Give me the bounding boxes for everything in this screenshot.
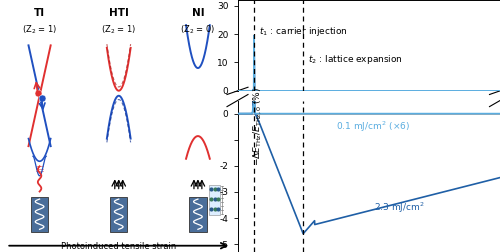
Text: 2.3 mJ/cm$^2$: 2.3 mJ/cm$^2$	[374, 200, 424, 215]
Bar	[189, 197, 206, 232]
Text: Photoinduced tensile strain: Photoinduced tensile strain	[61, 242, 176, 251]
Bar	[110, 197, 128, 232]
Text: (Z$_2$ = 0): (Z$_2$ = 0)	[180, 24, 216, 37]
Text: $t_1$ : carrier injection: $t_1$ : carrier injection	[259, 25, 348, 38]
Bar	[31, 197, 48, 232]
Text: $-\Delta E_{\mathrm{THz}}/E_{\mathrm{THz,0}}$ (%): $-\Delta E_{\mathrm{THz}}/E_{\mathrm{THz…	[252, 86, 264, 166]
Text: NI: NI	[192, 8, 204, 18]
Text: $t_2$ : lattice expansion: $t_2$ : lattice expansion	[308, 53, 403, 66]
Bar	[210, 185, 220, 215]
Text: TI: TI	[34, 8, 45, 18]
Text: 0.1 mJ/cm$^2$ ($\times$6): 0.1 mJ/cm$^2$ ($\times$6)	[336, 119, 410, 134]
Text: (Z$_2$ = 1): (Z$_2$ = 1)	[22, 24, 57, 37]
Text: (Z$_2$ = 1): (Z$_2$ = 1)	[101, 24, 136, 37]
Text: HTI: HTI	[109, 8, 128, 18]
